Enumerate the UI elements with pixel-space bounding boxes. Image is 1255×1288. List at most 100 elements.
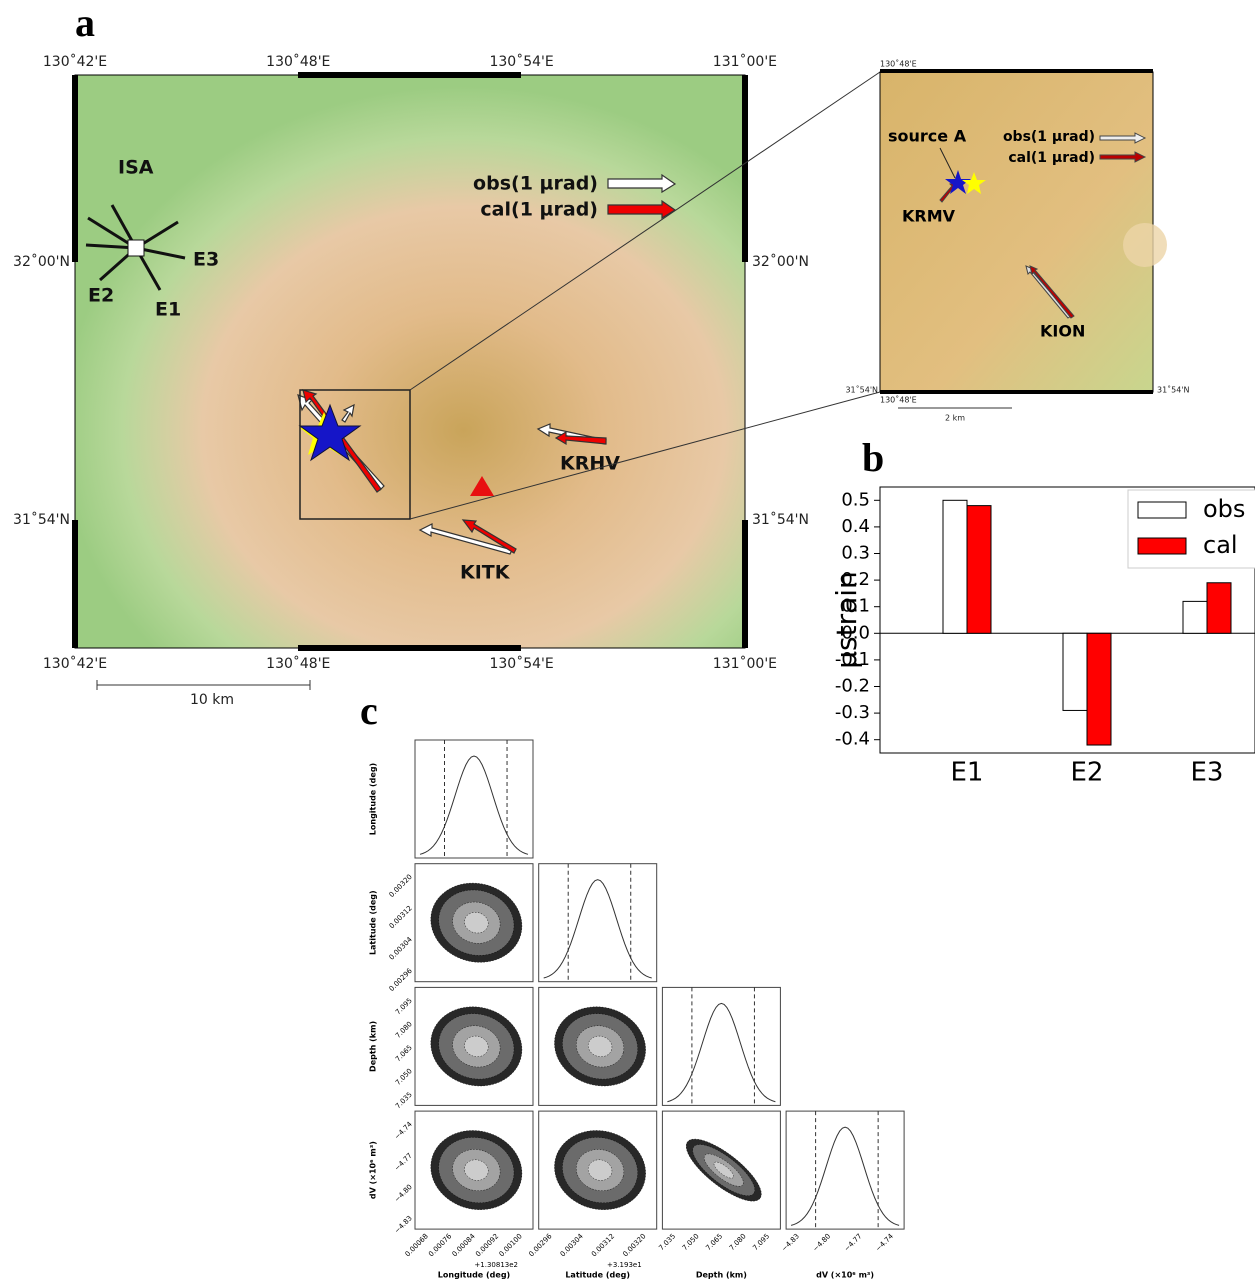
map-terrain	[75, 75, 745, 648]
x-tick-label: 0.00068	[404, 1232, 430, 1258]
station-label: ISA	[118, 157, 154, 179]
subplot	[415, 740, 533, 858]
y-tick-label: 7.095	[394, 997, 414, 1017]
x-tick-label: −4.83	[780, 1232, 801, 1253]
y-axis-title: Depth (km)	[369, 1021, 378, 1072]
x-tick-label: −4.74	[874, 1232, 895, 1253]
x-tick-label: 7.065	[704, 1232, 724, 1252]
x-tick-label: 0.00092	[474, 1232, 500, 1258]
inset-tick-label: 130˚48'E	[880, 59, 917, 69]
strain-label: E3	[193, 249, 219, 271]
subplot	[662, 987, 780, 1105]
y-tick-label: −4.83	[393, 1214, 414, 1235]
y-tick-label: 0.00296	[388, 966, 415, 993]
lon-tick-label: 130˚42'E	[43, 53, 107, 70]
y-tick-label: 7.065	[394, 1044, 414, 1064]
bar	[1183, 601, 1207, 633]
panel-label: a	[75, 0, 95, 45]
y-axis-title: µstrain	[830, 571, 863, 669]
legend-label: obs(1 µrad)	[1003, 129, 1095, 145]
legend-label: obs(1 µrad)	[473, 173, 598, 195]
panel-label: b	[862, 435, 884, 480]
inset-tick-label: 31˚54'N	[845, 385, 878, 395]
legend-label: obs	[1203, 495, 1245, 523]
y-tick-label: -0.2	[835, 676, 870, 697]
offset-label: +3.193e1	[607, 1261, 642, 1269]
scale-bar	[97, 680, 310, 690]
scale-label: 10 km	[190, 692, 234, 708]
y-tick-label: 7.035	[394, 1091, 414, 1111]
lon-tick-label: 131˚00'E	[713, 53, 777, 70]
x-tick-label: 0.00296	[527, 1232, 554, 1259]
station-label: KITK	[460, 562, 511, 584]
legend-swatch	[1138, 538, 1186, 554]
figure: a 130˚42'E 130˚42'E 130˚48'E 130˚48'E 130˚54…	[0, 0, 1255, 1284]
x-tick-label: 0.00312	[590, 1232, 616, 1258]
y-tick-label: 0.00312	[388, 904, 414, 930]
y-tick-label: −4.74	[393, 1120, 414, 1141]
station-label: KRHV	[560, 453, 620, 475]
y-tick-label: 0.00320	[388, 873, 414, 899]
x-tick-label: E3	[1191, 758, 1224, 788]
legend-label: cal(1 µrad)	[1008, 150, 1095, 166]
y-tick-label: 0.00304	[388, 935, 415, 962]
y-tick-label: −4.80	[393, 1183, 414, 1204]
x-tick-label: 0.00076	[427, 1232, 454, 1259]
y-axis-title: Longitude (deg)	[369, 763, 378, 835]
x-tick-label: 0.00304	[559, 1232, 586, 1259]
crater	[1123, 223, 1167, 267]
x-tick-label: 7.035	[657, 1232, 677, 1252]
x-tick-label: 0.00084	[451, 1232, 478, 1259]
lon-tick-label: 130˚42'E	[43, 655, 107, 672]
lat-tick-label: 32˚00'N	[752, 253, 809, 270]
y-tick-label: 0.3	[841, 543, 870, 564]
bar	[967, 506, 991, 634]
x-tick-label: 7.050	[681, 1232, 701, 1252]
lat-tick-label: 31˚54'N	[752, 511, 809, 528]
lon-tick-label: 130˚54'E	[489, 655, 553, 672]
bar	[1063, 633, 1087, 710]
subplot	[786, 1111, 904, 1229]
lon-tick-label: 130˚48'E	[266, 655, 330, 672]
y-tick-label: 0.5	[841, 489, 870, 510]
bar	[1087, 633, 1111, 745]
bar	[1207, 583, 1231, 634]
lat-tick-label: 32˚00'N	[13, 253, 70, 270]
y-tick-label: 7.080	[394, 1020, 414, 1040]
offset-label: +1.30813e2	[474, 1261, 518, 1269]
y-tick-label: 0.4	[841, 516, 870, 537]
bar	[943, 500, 967, 633]
x-tick-label: 7.080	[728, 1232, 748, 1252]
panel-label: c	[360, 688, 378, 733]
y-axis-title: Latitude (deg)	[369, 890, 378, 955]
scale-label: 2 km	[945, 414, 965, 423]
lat-tick-label: 31˚54'N	[13, 511, 70, 528]
x-axis-title: Longitude (deg)	[438, 1271, 510, 1280]
inset-terrain	[880, 72, 1153, 392]
legend-label: cal(1 µrad)	[480, 199, 598, 221]
station-label: KION	[1040, 322, 1085, 341]
inset-tick-label: 31˚54'N	[1157, 385, 1190, 395]
inset-border	[880, 390, 1153, 394]
x-tick-label: E2	[1071, 758, 1104, 788]
inset-tick-label: 130˚48'E	[880, 395, 917, 405]
lon-tick-label: 130˚48'E	[266, 53, 330, 70]
x-tick-label: −4.77	[843, 1232, 864, 1253]
strain-label: E2	[88, 285, 114, 307]
x-axis-title: Depth (km)	[696, 1271, 747, 1280]
y-tick-label: -0.4	[835, 729, 870, 750]
x-tick-label: 0.00320	[621, 1232, 647, 1258]
subplot	[539, 864, 657, 982]
x-tick-label: E1	[951, 758, 984, 788]
x-axis-title: dV (×10⁶ m³)	[816, 1271, 874, 1280]
strain-label: E1	[155, 299, 181, 321]
lon-tick-label: 131˚00'E	[713, 655, 777, 672]
source-label: source A	[888, 127, 967, 146]
y-tick-label: -0.3	[835, 702, 870, 723]
lon-tick-label: 130˚54'E	[489, 53, 553, 70]
y-tick-label: −4.77	[393, 1152, 414, 1173]
x-tick-label: 0.00100	[498, 1232, 524, 1258]
legend-swatch	[1138, 502, 1186, 518]
x-tick-label: −4.80	[811, 1232, 832, 1253]
x-axis-title: Latitude (deg)	[565, 1271, 630, 1280]
